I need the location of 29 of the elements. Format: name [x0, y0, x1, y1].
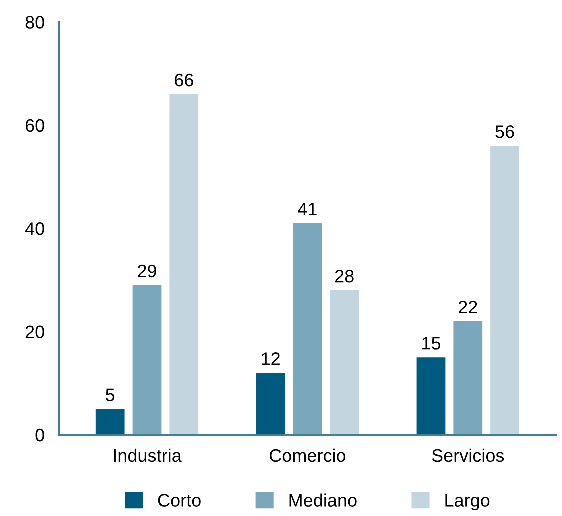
- bar: [330, 290, 360, 435]
- data-label: 56: [496, 126, 514, 138]
- bar: [256, 373, 286, 435]
- bar: [490, 146, 520, 435]
- x-tick-label: Comercio: [270, 448, 346, 462]
- bar: [293, 223, 322, 435]
- data-label: 28: [335, 270, 354, 283]
- y-tick-label: 0: [36, 428, 44, 442]
- data-label: 5: [106, 388, 115, 402]
- legend-label: Largo: [446, 494, 490, 511]
- y-tick-label: 60: [26, 119, 44, 132]
- y-tick-label: 40: [25, 222, 44, 236]
- bar: [170, 94, 199, 435]
- y-tick-label: 20: [26, 326, 44, 339]
- bar: [96, 409, 125, 435]
- x-tick-label: Industria: [114, 448, 182, 462]
- data-label: 29: [138, 264, 156, 278]
- y-tick-label: 80: [26, 16, 44, 29]
- x-tick-label: Servicios: [432, 448, 504, 462]
- data-label: 12: [262, 352, 280, 366]
- bar: [454, 321, 483, 435]
- bar: [132, 285, 162, 435]
- data-label: 66: [175, 74, 194, 87]
- bar: [416, 358, 446, 435]
- data-label: 41: [298, 203, 317, 216]
- data-label: 22: [459, 300, 478, 314]
- data-label: 15: [422, 337, 441, 350]
- legend-label: Mediano: [290, 494, 357, 507]
- legend-label: Corto: [158, 494, 201, 507]
